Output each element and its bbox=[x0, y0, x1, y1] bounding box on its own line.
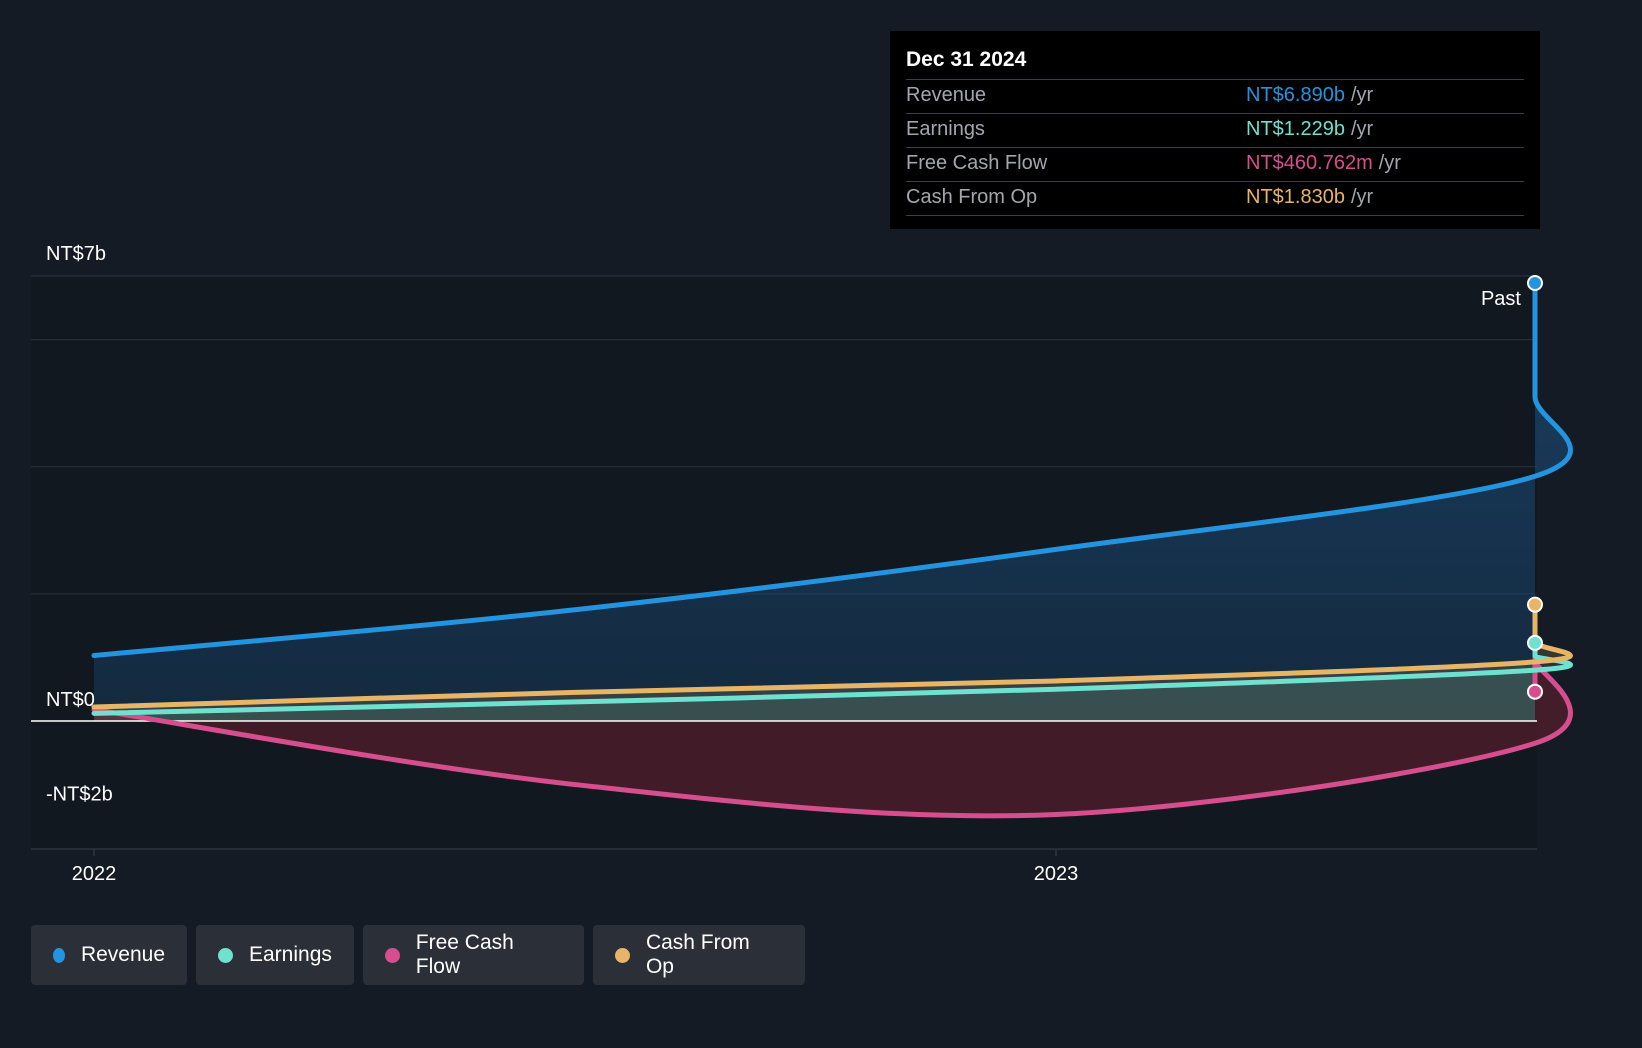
y-tick-label: NT$7b bbox=[46, 243, 106, 265]
revenue-end-point bbox=[1527, 274, 1543, 291]
earnings-dot-icon bbox=[218, 947, 233, 963]
tooltip-row-fcf: Free Cash Flow NT$460.762m /yr bbox=[906, 147, 1524, 181]
fcf-dot-icon bbox=[385, 947, 400, 963]
legend-label: Earnings bbox=[249, 943, 332, 966]
tooltip-label: Free Cash Flow bbox=[906, 152, 1048, 174]
tooltip-unit: /yr bbox=[1350, 118, 1374, 140]
earnings-area bbox=[94, 642, 1571, 721]
y-tick-label: NT$0 bbox=[46, 689, 95, 711]
legend-label: Revenue bbox=[80, 943, 165, 966]
tooltip-row-earnings: Earnings NT$1.229b /yr bbox=[906, 113, 1524, 147]
legend-item-cfo[interactable]: Cash From Op bbox=[593, 925, 805, 985]
revenue-line bbox=[91, 280, 1573, 659]
fcf-area bbox=[94, 657, 1571, 816]
tooltip-unit: /yr bbox=[1350, 84, 1374, 106]
tooltip: Dec 31 2024 Revenue NT$6.890b /yr Earnin… bbox=[890, 31, 1540, 229]
cfo-area bbox=[94, 604, 1571, 721]
legend-item-earnings[interactable]: Earnings bbox=[196, 925, 354, 985]
cfo-end-point bbox=[1527, 596, 1543, 613]
tooltip-value: NT$1.229b bbox=[1246, 118, 1345, 140]
cfo-dot-icon bbox=[615, 947, 630, 963]
x-tick-label: 2023 bbox=[1034, 863, 1079, 885]
legend-item-revenue[interactable]: Revenue bbox=[31, 925, 187, 985]
tooltip-label: Earnings bbox=[906, 118, 985, 140]
x-tick-label: 2022 bbox=[72, 863, 117, 885]
tooltip-unit: /yr bbox=[1350, 186, 1374, 208]
earnings-end-point bbox=[1527, 634, 1543, 651]
past-label: Past bbox=[1481, 288, 1521, 310]
earnings-line bbox=[91, 640, 1573, 716]
legend-label: Free Cash Flow bbox=[415, 931, 514, 978]
legend: Revenue Earnings Free Cash Flow Cash Fro… bbox=[31, 925, 805, 985]
tooltip-unit: /yr bbox=[1378, 152, 1401, 174]
tooltip-date: Dec 31 2024 bbox=[906, 48, 1027, 71]
tooltip-row-revenue: Revenue NT$6.890b /yr bbox=[906, 79, 1524, 113]
revenue-area bbox=[94, 282, 1571, 721]
tooltip-value: NT$1.830b bbox=[1246, 186, 1345, 208]
y-tick-label: -NT$2b bbox=[46, 783, 113, 805]
tooltip-value: NT$6.890b bbox=[1246, 84, 1345, 106]
fcf-end-point bbox=[1527, 683, 1543, 700]
legend-item-fcf[interactable]: Free Cash Flow bbox=[363, 925, 584, 985]
legend-label: Cash From Op bbox=[645, 931, 750, 978]
tooltip-label: Revenue bbox=[906, 84, 987, 106]
tooltip-label: Cash From Op bbox=[906, 186, 1038, 208]
revenue-dot-icon bbox=[53, 947, 65, 963]
tooltip-value: NT$460.762m bbox=[1246, 152, 1373, 174]
tooltip-row-cfo: Cash From Op NT$1.830b /yr bbox=[906, 181, 1524, 216]
